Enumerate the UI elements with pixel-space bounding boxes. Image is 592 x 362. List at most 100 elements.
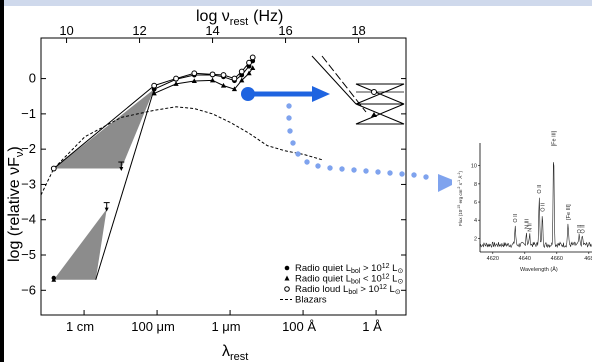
inset-x-label: Wavelength (Å) (520, 266, 558, 273)
bottom-axis-label: λrest (222, 343, 248, 362)
radio-loud-point (238, 68, 245, 75)
radio-loud-point (209, 71, 216, 78)
dotted-connector (286, 103, 429, 180)
bottom-tick-label: 1 cm (66, 319, 94, 334)
connector-dot (351, 167, 357, 173)
connector-dot (327, 165, 333, 171)
radio-quiet-low-point (173, 81, 179, 86)
top-tick-label: 16 (278, 23, 292, 38)
radio-quiet-low-point (191, 78, 197, 84)
top-tick-label: 14 (205, 23, 219, 38)
shaded-regions (53, 89, 155, 280)
axis-ticks: 10 12 14 16 18 1 cm 100 μm 1 μm 100 Å 1 Å 0 −1 −2 −3 −… (21, 23, 406, 334)
legend-marker-open-circle (284, 286, 290, 292)
connector-dot (286, 103, 292, 109)
radio-loud-point (191, 70, 198, 77)
radio-quiet-low-point (250, 65, 256, 70)
bowtie-triangle-marker (371, 112, 377, 117)
top-tick-label: 18 (351, 23, 365, 38)
inset-x-tick-label: 4640 (519, 256, 531, 262)
inset-y-tick-label: 2 (474, 236, 477, 242)
connector-dot (286, 115, 292, 121)
y-tick-label: −3 (21, 176, 36, 191)
inset-y-tick-label: 6 (474, 200, 477, 206)
inset-y-label: Flux (10-15 erg cm-2 s-1 Å-1) (457, 171, 463, 227)
legend-label: Blazars (295, 295, 327, 306)
radio-loud-point (231, 75, 238, 82)
connector-dot (339, 166, 345, 172)
bottom-tick-label: 100 μm (131, 319, 175, 334)
plot-frame (40, 37, 407, 316)
inset-line-label: O II (580, 224, 586, 233)
shaded-radio-envelope (53, 209, 107, 280)
inset-y-tick-label: 10 (471, 164, 477, 170)
header-gradient-stripe (0, 0, 592, 6)
inset-x-tick-label: 468 (584, 256, 592, 262)
inset-line-label: N II (528, 223, 534, 232)
connector-dot (315, 163, 321, 169)
bowtie-line-1 (311, 55, 357, 105)
radio-lower-circle (51, 275, 56, 281)
radio-loud-point (151, 82, 158, 89)
inset-line-label: [Fe III] (566, 204, 572, 220)
bottom-tick-label: 1 μm (211, 319, 240, 334)
connector-dot (304, 159, 310, 165)
connector-dot (387, 170, 393, 176)
sed-points (50, 54, 256, 282)
inset-x-tick-label: 4660 (551, 256, 563, 262)
connector-dot (399, 171, 405, 177)
inset-line-label: O II (537, 184, 543, 193)
y-tick-label: 0 (29, 71, 36, 86)
arrow-head (312, 86, 330, 102)
y-tick-label: −2 (21, 141, 36, 156)
bottom-tick-label: 100 Å (282, 319, 316, 334)
inset-line-label: O II (540, 202, 546, 211)
y-axis-label: log (relative νFν) (6, 146, 26, 262)
y-tick-label: −5 (21, 247, 36, 262)
y-tick-label: −1 (21, 106, 36, 121)
legend: Radio quiet Lbol > 1012 L⊙Radio quiet Lb… (280, 263, 403, 306)
radio-quiet-radio-slope (95, 89, 155, 280)
radio-loud-point (249, 54, 256, 61)
connector-dot (295, 151, 301, 157)
radio-quiet-low-point (220, 82, 227, 88)
upper-limit-arrow (104, 207, 109, 212)
series-curve (153, 57, 254, 87)
connector-dot (423, 174, 429, 180)
radio-loud-point (220, 72, 227, 78)
connector-dot (290, 140, 296, 146)
left-edge-bar (0, 0, 4, 362)
bowtie-open-marker (371, 89, 377, 95)
series-curve (40, 106, 323, 196)
radio-loud-point (173, 75, 179, 82)
shaded-radio-envelope (53, 89, 155, 169)
inset-y-tick-label: 8 (474, 182, 477, 188)
inset-line-label: [Fe III] (552, 130, 558, 146)
bowtie-lower (355, 103, 405, 125)
xray-bowtie-schematic (311, 55, 405, 125)
y-tick-label: −4 (21, 212, 36, 227)
legend-marker-triangle (284, 275, 290, 281)
legend-marker-filled-circle (284, 265, 290, 271)
top-tick-label: 10 (59, 23, 73, 38)
inset-line-label: O II (577, 224, 583, 233)
inset-line-label: O II (513, 213, 519, 222)
connector-dot (287, 128, 293, 134)
bowtie-upper (355, 83, 405, 105)
y-tick-label: −6 (21, 282, 36, 297)
radio-quiet-low-point (246, 70, 252, 76)
inset-x-tick-label: 4620 (487, 256, 499, 262)
connector-dot (411, 172, 417, 178)
inset-line-label: N III (524, 218, 530, 229)
bottom-tick-label: 1 Å (362, 319, 382, 334)
radio-quiet-low-point (151, 90, 157, 96)
radio-quiet-low-point (209, 77, 216, 83)
connector-dot (363, 168, 369, 174)
radio-loud-point (246, 59, 252, 66)
dotted-connector-head (438, 174, 458, 192)
top-axis-label: log νrest (Hz) (196, 8, 283, 28)
blue-arrow (241, 86, 330, 102)
